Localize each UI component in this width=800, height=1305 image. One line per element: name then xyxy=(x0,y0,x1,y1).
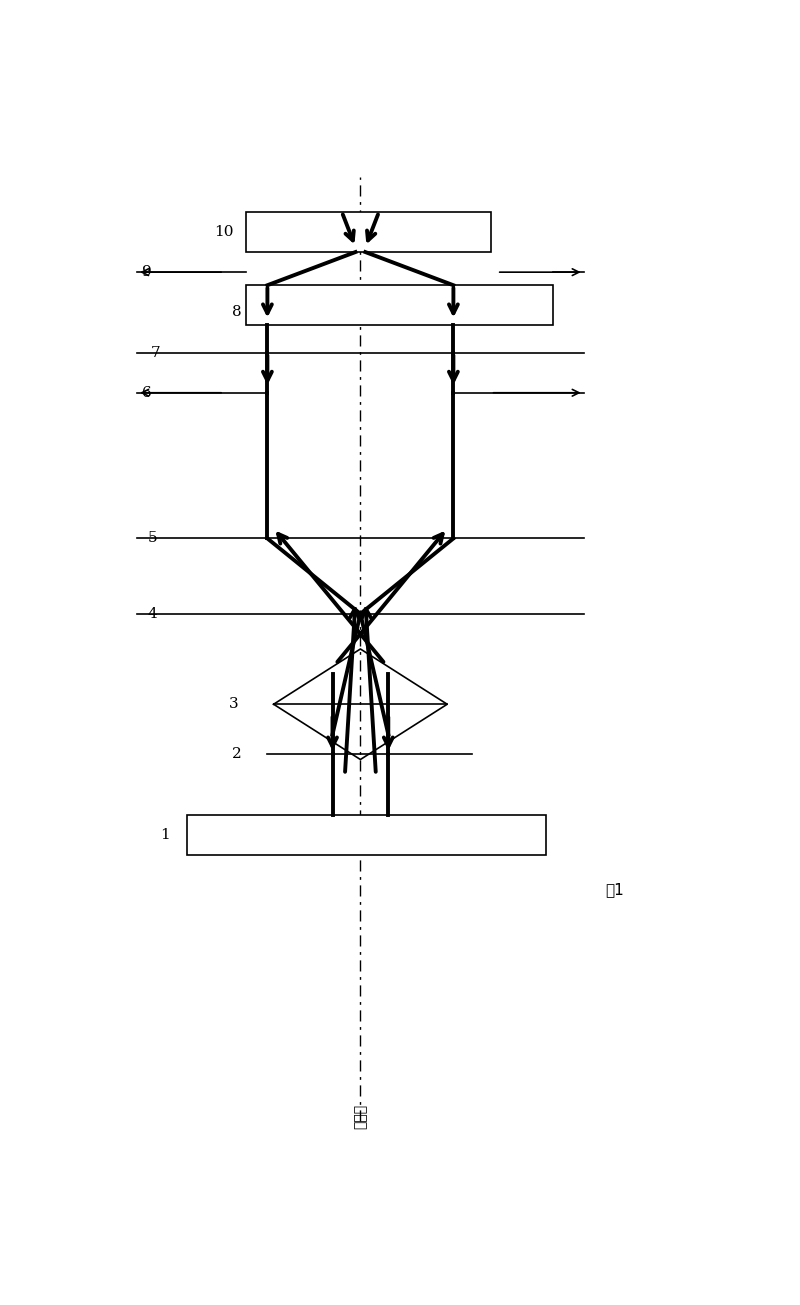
Bar xyxy=(246,286,553,325)
Text: 5: 5 xyxy=(148,531,158,545)
Text: 6: 6 xyxy=(142,386,151,399)
Text: 光轴线: 光轴线 xyxy=(354,1104,367,1129)
Text: 1: 1 xyxy=(160,827,170,842)
Text: 4: 4 xyxy=(148,607,158,621)
Text: 9: 9 xyxy=(142,265,151,279)
Bar xyxy=(187,814,546,855)
Text: 3: 3 xyxy=(229,697,238,711)
Text: 2: 2 xyxy=(231,748,242,762)
Text: 8: 8 xyxy=(231,305,242,320)
Text: 7: 7 xyxy=(151,346,161,360)
Text: 图1: 图1 xyxy=(606,882,624,898)
Bar xyxy=(246,211,490,252)
Text: 10: 10 xyxy=(214,224,234,239)
